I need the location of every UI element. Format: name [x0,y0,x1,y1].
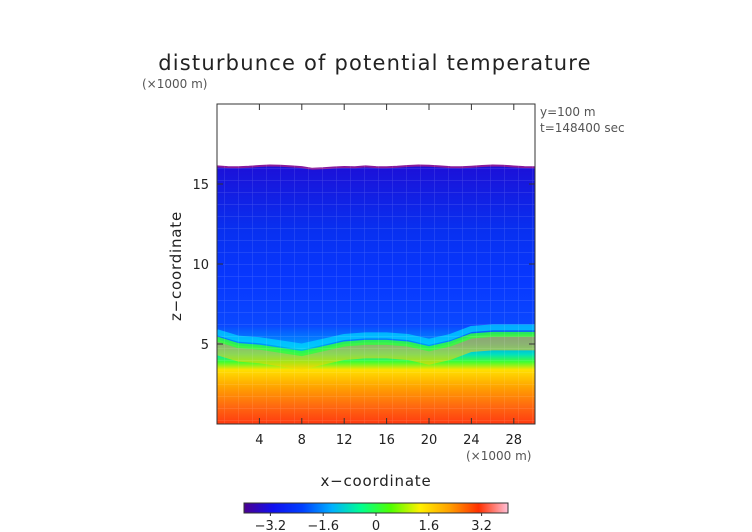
x-tick-label: 8 [298,433,306,448]
annotation-y: y=100 m [540,105,596,119]
annotation-t: t=148400 sec [540,121,625,135]
colorbar-tick-label: 0 [372,519,380,532]
x-tick-label: 4 [255,433,263,448]
y-tick-label: 10 [192,258,209,273]
x-tick-label: 12 [336,433,353,448]
x-axis-ticks: 4 8 12 16 20 24 28 [255,104,522,448]
x-tick-label: 24 [463,433,480,448]
y-tick-label: 15 [192,178,209,193]
x-tick-label: 16 [378,433,395,448]
x-tick-label: 28 [506,433,523,448]
x-scale-note: (×1000 m) [466,449,531,463]
colorbar-tick-label: −3.2 [255,519,287,532]
colorbar-tick-label: 1.6 [418,519,439,532]
plot-area [217,104,535,424]
y-axis-label: z−coordinate [167,211,185,321]
grid-overlay [217,104,535,424]
colorbar-tick-label: 3.2 [471,519,492,532]
colorbar [243,502,509,514]
y-tick-label: 5 [201,338,209,353]
x-tick-label: 20 [421,433,438,448]
x-axis-label: x−coordinate [320,472,431,490]
colorbar-ticks: −3.2 −1.6 0 1.6 3.2 [255,513,492,532]
colorbar-tick-label: −1.6 [307,519,339,532]
chart-title: disturbunce of potential temperature [158,51,592,75]
y-axis-ticks: 5 10 15 [192,178,535,353]
z-scale-note: (×1000 m) [142,77,207,91]
